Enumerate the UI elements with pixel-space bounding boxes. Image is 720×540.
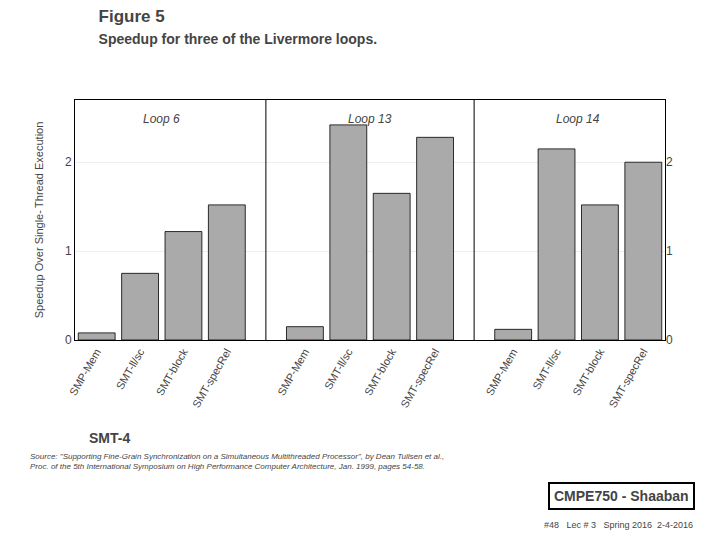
svg-text:SMT-ll/sc: SMT-ll/sc xyxy=(114,346,147,392)
svg-text:0: 0 xyxy=(65,333,72,347)
svg-text:SMT-specRel: SMT-specRel xyxy=(398,346,441,409)
svg-text:SMT-ll/sc: SMT-ll/sc xyxy=(530,346,563,392)
svg-text:#48 Lec # 3 Spring 2016 2: #48 Lec # 3 Spring 2016 2-4-2016 xyxy=(544,520,693,530)
svg-text:SMT-ll/sc: SMT-ll/sc xyxy=(322,346,355,392)
svg-text:2: 2 xyxy=(666,155,673,169)
svg-text:SMT-specRel: SMT-specRel xyxy=(606,346,649,409)
svg-text:Source: "Supporting Fine-Grain: Source: "Supporting Fine-Grain Synchroni… xyxy=(30,452,444,471)
svg-text:1: 1 xyxy=(65,244,72,258)
svg-text:Loop 13: Loop 13 xyxy=(348,112,392,126)
svg-text:SMT-block: SMT-block xyxy=(362,346,399,397)
svg-text:SMT-4: SMT-4 xyxy=(89,430,130,446)
svg-text:2: 2 xyxy=(65,155,72,169)
svg-text:1: 1 xyxy=(666,244,673,258)
svg-text:SMP-Mem: SMP-Mem xyxy=(67,346,103,397)
svg-text:0: 0 xyxy=(666,333,673,347)
svg-text:Speedup Over Single- Thread Ex: Speedup Over Single- Thread Execution xyxy=(33,122,45,319)
svg-text:SMP-Mem: SMP-Mem xyxy=(275,346,311,397)
svg-text:SMP-Mem: SMP-Mem xyxy=(483,346,519,397)
svg-text:Loop 6: Loop 6 xyxy=(143,112,180,126)
svg-text:Figure 5Speedup for three of t: Figure 5Speedup for three of the Livermo… xyxy=(99,7,377,47)
svg-text:SMT-block: SMT-block xyxy=(154,346,191,397)
svg-text:SMT-block: SMT-block xyxy=(570,346,607,397)
svg-text:SMT-specRel: SMT-specRel xyxy=(190,346,233,409)
svg-text:Loop 14: Loop 14 xyxy=(556,112,600,126)
svg-text:CMPE750 - Shaaban: CMPE750 - Shaaban xyxy=(554,488,689,504)
